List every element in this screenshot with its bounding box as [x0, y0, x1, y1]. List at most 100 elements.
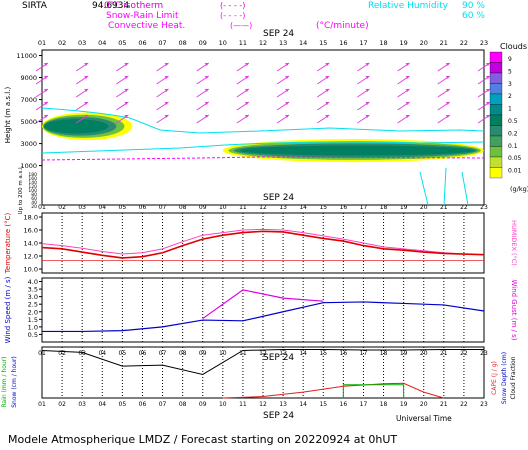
wind-arrow-head: [84, 115, 89, 118]
colorbar-tick-label: 2: [508, 93, 512, 100]
wind-tick-label: 2.5: [28, 301, 38, 309]
wind-arrow-head: [285, 63, 290, 66]
rh-contour-90: [41, 141, 485, 154]
hour-tick-label-top: 05: [118, 39, 126, 47]
colorbar-swatch: [489, 156, 503, 168]
rh-legend-label: Relative Humidity: [368, 1, 449, 11]
colorbar-tick-label: 3: [508, 81, 512, 88]
wind-arrow-head: [124, 63, 129, 66]
hour-tick-label-top: 13: [279, 39, 287, 47]
wind-arrow-head: [285, 115, 290, 118]
hour-tick-label-top: 16: [339, 39, 347, 47]
hour-tick-label: 08: [179, 204, 187, 211]
hour-tick-label: 12: [259, 204, 267, 211]
hour-tick-label-bottom: 21: [440, 401, 448, 408]
hour-tick-label-bottom: 20: [420, 401, 428, 408]
colorbar-tick-label: 1: [508, 106, 512, 113]
temp-tick-label: 18.0: [24, 214, 38, 222]
wind-arrow-head: [244, 115, 249, 118]
colorbar-swatch: [489, 93, 503, 105]
hour-tick-label-bottom: 17: [360, 401, 368, 408]
wind-arrow-head: [204, 102, 209, 105]
hour-tick-label-top: 19: [399, 39, 407, 47]
wind-tick-label: 3.0: [28, 293, 38, 301]
hour-tick-label-bottom: 12: [259, 401, 267, 408]
height-tick-label: 5000: [20, 118, 37, 126]
colorbar-tick-label: 0.2: [508, 130, 518, 137]
hour-tick-label-bottom: 01: [38, 401, 46, 408]
hour-tick-label: 09: [199, 204, 207, 211]
date-label-top: SEP 24: [263, 29, 294, 39]
hour-tick-label: 14: [299, 204, 307, 211]
wind-arrow-head: [285, 76, 290, 79]
colorbar-tick-label: 9: [508, 56, 512, 63]
colorbar-tick-label: 0.5: [508, 118, 518, 125]
hour-tick-label-bottom: 10: [219, 401, 227, 408]
colorbar-swatch: [489, 104, 503, 116]
wind-arrow-head: [204, 63, 209, 66]
wind-arrow-head: [285, 89, 290, 92]
hour-tick-label-top: 23: [480, 39, 488, 47]
hour-tick-label-bottom: 03: [78, 401, 86, 408]
height-tick-label: 9000: [20, 74, 37, 82]
hour-tick-label: 15: [319, 204, 327, 211]
wind-arrow-head: [365, 115, 370, 118]
hour-tick-label: 01: [38, 204, 46, 211]
wind-arrow-head: [204, 115, 209, 118]
wind-tick-label: 2.0: [28, 308, 38, 316]
hour-tick-label-bottom: 19: [400, 401, 408, 408]
cloud-layer: [239, 145, 475, 156]
hour-tick-label-top: 03: [78, 39, 86, 47]
hour-tick-label: 19: [400, 204, 408, 211]
hour-tick-label: 20: [420, 204, 428, 211]
low-height-tick-label: 180: [28, 172, 37, 178]
wind-arrow-head: [325, 89, 330, 92]
hour-tick-label: 04: [98, 204, 106, 211]
hour-tick-label-top: 11: [239, 39, 247, 47]
temperature-line: [41, 230, 485, 259]
hour-tick-label-top: 10: [219, 39, 227, 47]
wind-tick-label: 0.5: [28, 331, 38, 339]
temp-tick-label: 14.0: [24, 240, 38, 248]
temp-tick-label: 12.0: [24, 253, 38, 261]
wind-arrow-head: [405, 102, 410, 105]
legend-item-label: Snow-Rain Limit: [106, 11, 179, 21]
hour-tick-label-top: 08: [178, 39, 186, 47]
hour-tick-label-top: 14: [299, 39, 307, 47]
wind-arrow-head: [405, 89, 410, 92]
wind-arrow-head: [244, 102, 249, 105]
height-tick-label: 11000: [16, 52, 37, 60]
hour-tick-label-bottom: 14: [299, 401, 307, 408]
colorbar-swatch: [489, 72, 503, 84]
footer-caption: Modele Atmospherique LMDZ / Forecast sta…: [8, 433, 397, 446]
legend-item-unit: (°C/minute): [316, 21, 369, 31]
wind-arrow-head: [164, 115, 169, 118]
wind-arrow-head: [405, 63, 410, 66]
wind-arrow-head: [44, 115, 48, 118]
hour-tick-label-top: 06: [138, 39, 146, 47]
humidex-line: [41, 228, 485, 256]
wind-arrow-head: [486, 102, 490, 105]
wind-arrow-head: [44, 63, 48, 66]
zero-isotherm-line: [41, 156, 485, 161]
height-tick-label: 7000: [20, 96, 37, 104]
wind-arrow-head: [486, 76, 490, 79]
hour-tick-label-top: 02: [58, 39, 66, 47]
wind-gust-line: [202, 289, 324, 320]
temp-ylabel: Temperature (°C): [4, 213, 12, 275]
hour-tick-label-bottom: 15: [319, 401, 327, 408]
wind-arrow-head: [84, 63, 89, 66]
wind-speed-line: [42, 301, 485, 333]
wind-arrow-head: [84, 102, 89, 105]
hour-tick-label-bottom: 23: [480, 401, 488, 408]
station-name: SIRTA: [22, 1, 48, 11]
hour-tick-label-bottom: 13: [279, 401, 287, 408]
wind-arrow-head: [445, 89, 450, 92]
hour-tick-label: 23: [480, 204, 488, 211]
wind-arrow-head: [204, 89, 209, 92]
hour-tick-label: 16: [340, 204, 348, 211]
wind-arrow-head: [44, 89, 48, 92]
low-height-tick-label: 20: [31, 204, 37, 210]
hour-tick-label-bottom: 07: [159, 401, 167, 408]
hour-tick-label-top: 09: [199, 39, 207, 47]
